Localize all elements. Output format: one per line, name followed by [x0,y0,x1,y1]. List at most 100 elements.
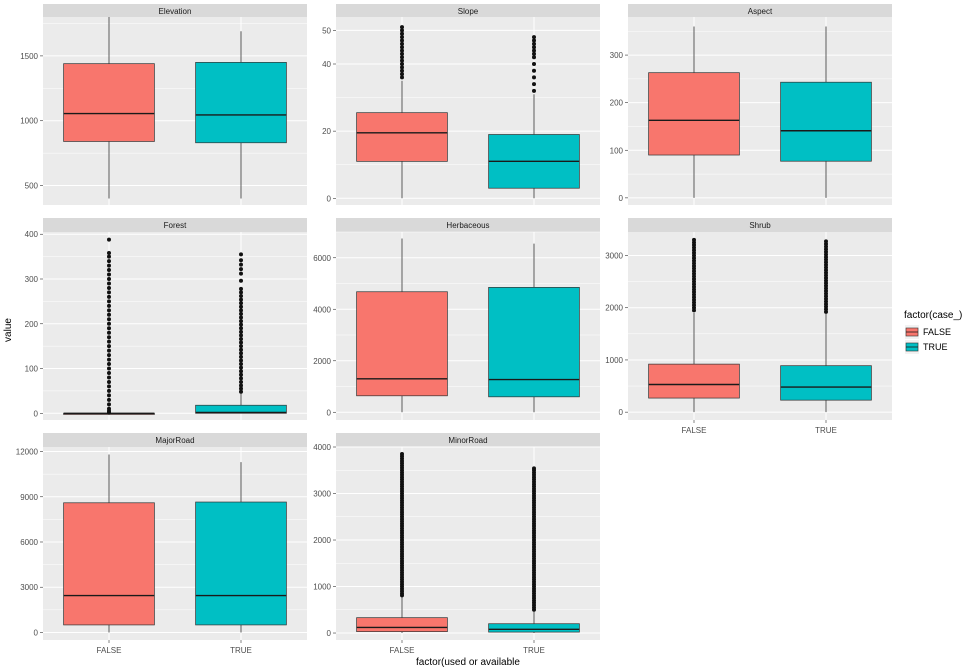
box-body [356,617,448,632]
strip-label-herbaceous: Herbaceous [446,221,489,230]
strip-label-minorroad: MinorRoad [448,436,487,445]
y-tick-label: 0 [327,408,332,417]
outlier-point [107,259,111,264]
outlier-point [107,344,111,349]
outlier-point [400,68,404,73]
outlier-point [239,326,243,331]
outlier-point [400,28,404,33]
panel-elevation: Elevation 500 1000 1500 [20,4,307,205]
outlier-point [532,62,536,66]
outlier-point [239,340,243,345]
outlier-point [532,466,536,471]
outlier-point [107,330,111,335]
outlier-point [532,82,536,87]
outlier-point [107,321,111,326]
outlier-point [239,347,243,352]
outlier-point [107,362,111,367]
strip-shrub [628,218,892,232]
y-tick-label: 0 [619,408,624,417]
outlier-point [107,371,111,375]
panel-forest: Forest 0 100 200 300 400 [25,218,307,420]
outlier-point [239,290,243,295]
box-herbaceous-false [356,238,448,413]
outlier-point [400,38,404,43]
outlier-point [239,294,243,299]
y-tick-label: 2000 [313,357,331,366]
outlier-point [239,319,243,324]
panel-background-minorroad [336,447,600,640]
box-minorroad-true [488,466,580,634]
y-tick-label: 3000 [313,490,331,499]
outlier-point [532,38,536,43]
box-shrub-false [648,237,740,413]
y-tick-label: 200 [25,320,39,329]
y-tick-label: 6000 [313,254,331,263]
box-slope-false [356,25,448,199]
box-forest-true [195,252,287,414]
outlier-point [239,344,243,349]
strip-label-forest: Forest [164,221,187,230]
outlier-point [239,351,243,356]
panel-shrub: Shrub 0 1000 2000 3000 FALSE TRUE [605,218,892,435]
box-body [648,72,740,156]
outlier-point [400,51,404,56]
outlier-point [824,239,828,244]
panel-aspect: Aspect 0 100 200 300 [610,4,892,205]
outlier-point [532,35,536,40]
x-tick-label: TRUE [230,646,252,655]
strip-label-majorroad: MajorRoad [155,436,194,445]
outlier-point [239,386,243,391]
y-tick-label: 400 [25,230,39,239]
outlier-point [239,372,243,377]
outlier-point [400,48,404,53]
outlier-point [239,354,243,359]
outlier-point [400,31,404,36]
strip-label-shrub: Shrub [749,221,771,230]
outlier-point [107,402,111,407]
y-tick-label: 500 [25,182,39,191]
outlier-point [107,263,111,268]
y-tick-label: 20 [322,127,331,136]
outlier-point [107,303,111,308]
outlier-point [107,299,111,304]
y-tick-label: 1000 [313,583,331,592]
y-tick-label: 0 [34,628,39,637]
outlier-point [400,58,404,63]
outlier-point [532,41,536,46]
outlier-point [400,55,404,60]
legend-label-true: TRUE [923,342,948,352]
outlier-point [400,75,404,80]
outlier-point [239,301,243,306]
y-tick-label: 4000 [313,443,331,452]
box-body [780,365,872,401]
box-body [356,291,448,397]
box-body [356,112,448,162]
panel-background-forest [43,232,307,420]
y-tick-label: 50 [322,26,331,35]
outlier-point [107,326,111,331]
outlier-point [107,237,111,242]
box-herbaceous-true [488,243,580,413]
outlier-point [400,35,404,40]
legend-title: factor(case_) [904,310,962,321]
outlier-point [239,304,243,309]
outlier-point [239,379,243,384]
outlier-point [239,365,243,370]
box-body [648,363,740,399]
outlier-point [239,252,243,257]
box-slope-true [488,35,580,199]
y-tick-label: 3000 [20,583,38,592]
y-tick-label: 2000 [605,304,623,313]
outlier-point [107,388,111,393]
outlier-point [400,25,404,30]
outlier-point [107,397,111,402]
outlier-point [239,376,243,381]
outlier-point [239,286,243,291]
x-tick-label: FALSE [390,646,415,655]
outlier-point [239,267,243,272]
box-body [63,63,155,142]
strip-label-elevation: Elevation [159,7,192,16]
outlier-point [532,68,536,73]
strip-elevation [43,4,307,17]
y-tick-label: 40 [322,60,331,69]
